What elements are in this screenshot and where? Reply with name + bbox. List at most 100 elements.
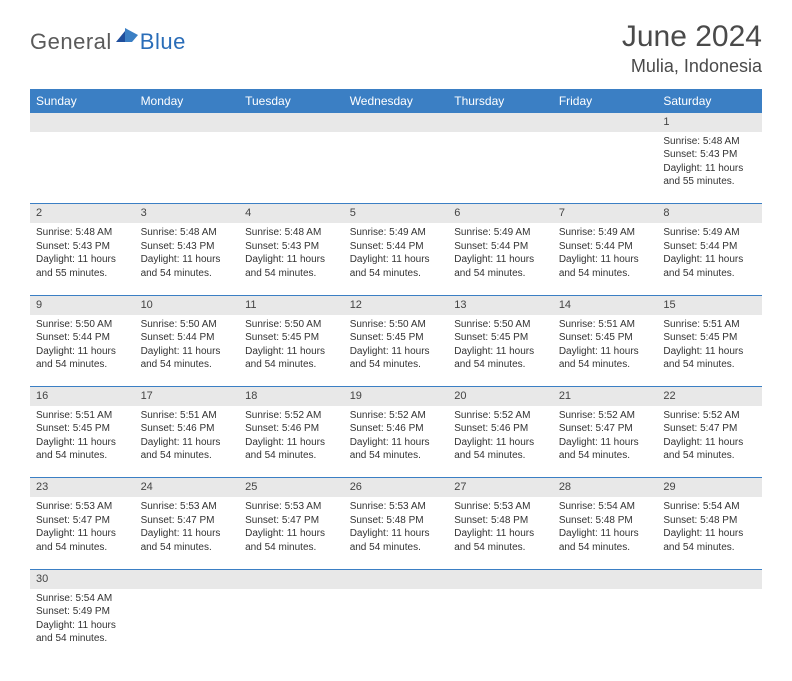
day-header: Monday (135, 89, 240, 113)
day-number-cell: 19 (344, 387, 449, 406)
sunset-text: Sunset: 5:45 PM (350, 331, 443, 345)
sunset-text: Sunset: 5:45 PM (663, 331, 756, 345)
day-cell: Sunrise: 5:51 AMSunset: 5:45 PMDaylight:… (30, 406, 135, 478)
daylight-text: Daylight: 11 hours and 54 minutes. (454, 345, 547, 372)
day-cell (448, 132, 553, 204)
day-cell: Sunrise: 5:53 AMSunset: 5:48 PMDaylight:… (344, 497, 449, 569)
daylight-text: Daylight: 11 hours and 54 minutes. (663, 345, 756, 372)
day-number-cell: 7 (553, 204, 658, 223)
sunrise-text: Sunrise: 5:48 AM (141, 226, 234, 240)
daylight-text: Daylight: 11 hours and 54 minutes. (245, 527, 338, 554)
day-cell: Sunrise: 5:49 AMSunset: 5:44 PMDaylight:… (553, 223, 658, 295)
sunrise-text: Sunrise: 5:53 AM (350, 500, 443, 514)
day-number-cell: 22 (657, 387, 762, 406)
daylight-text: Daylight: 11 hours and 54 minutes. (245, 436, 338, 463)
day-number-cell: 2 (30, 204, 135, 223)
sunrise-text: Sunrise: 5:50 AM (141, 318, 234, 332)
day-number-cell: 23 (30, 478, 135, 497)
sunset-text: Sunset: 5:48 PM (454, 514, 547, 528)
daynum-row: 16171819202122 (30, 387, 762, 406)
sunset-text: Sunset: 5:47 PM (663, 422, 756, 436)
week-row: Sunrise: 5:48 AMSunset: 5:43 PMDaylight:… (30, 223, 762, 295)
week-row: Sunrise: 5:53 AMSunset: 5:47 PMDaylight:… (30, 497, 762, 569)
daylight-text: Daylight: 11 hours and 54 minutes. (663, 253, 756, 280)
day-number-cell: 12 (344, 295, 449, 314)
day-number-cell: 4 (239, 204, 344, 223)
sunrise-text: Sunrise: 5:50 AM (245, 318, 338, 332)
sunset-text: Sunset: 5:44 PM (350, 240, 443, 254)
day-cell: Sunrise: 5:52 AMSunset: 5:47 PMDaylight:… (657, 406, 762, 478)
sunset-text: Sunset: 5:46 PM (350, 422, 443, 436)
daylight-text: Daylight: 11 hours and 54 minutes. (141, 436, 234, 463)
day-number-cell (344, 113, 449, 132)
daylight-text: Daylight: 11 hours and 54 minutes. (454, 436, 547, 463)
day-cell: Sunrise: 5:48 AMSunset: 5:43 PMDaylight:… (239, 223, 344, 295)
day-number-cell: 3 (135, 204, 240, 223)
day-cell: Sunrise: 5:48 AMSunset: 5:43 PMDaylight:… (657, 132, 762, 204)
day-cell: Sunrise: 5:53 AMSunset: 5:47 PMDaylight:… (135, 497, 240, 569)
day-cell (239, 589, 344, 661)
sunset-text: Sunset: 5:48 PM (350, 514, 443, 528)
location: Mulia, Indonesia (622, 56, 762, 77)
day-number-cell: 14 (553, 295, 658, 314)
sunset-text: Sunset: 5:43 PM (141, 240, 234, 254)
day-cell: Sunrise: 5:54 AMSunset: 5:49 PMDaylight:… (30, 589, 135, 661)
daylight-text: Daylight: 11 hours and 54 minutes. (36, 436, 129, 463)
logo: General Blue (30, 28, 186, 55)
sunrise-text: Sunrise: 5:53 AM (141, 500, 234, 514)
daylight-text: Daylight: 11 hours and 54 minutes. (454, 253, 547, 280)
sunrise-text: Sunrise: 5:49 AM (663, 226, 756, 240)
sunset-text: Sunset: 5:45 PM (454, 331, 547, 345)
sunrise-text: Sunrise: 5:52 AM (663, 409, 756, 423)
day-number-cell (448, 569, 553, 588)
daynum-row: 2345678 (30, 204, 762, 223)
day-cell: Sunrise: 5:54 AMSunset: 5:48 PMDaylight:… (657, 497, 762, 569)
sunrise-text: Sunrise: 5:51 AM (36, 409, 129, 423)
daylight-text: Daylight: 11 hours and 54 minutes. (245, 253, 338, 280)
day-number-cell: 27 (448, 478, 553, 497)
day-cell: Sunrise: 5:50 AMSunset: 5:44 PMDaylight:… (30, 315, 135, 387)
day-number-cell: 10 (135, 295, 240, 314)
day-cell (135, 132, 240, 204)
day-cell: Sunrise: 5:52 AMSunset: 5:46 PMDaylight:… (344, 406, 449, 478)
day-cell: Sunrise: 5:51 AMSunset: 5:45 PMDaylight:… (553, 315, 658, 387)
daynum-row: 1 (30, 113, 762, 132)
day-header: Saturday (657, 89, 762, 113)
sunrise-text: Sunrise: 5:52 AM (245, 409, 338, 423)
daynum-row: 30 (30, 569, 762, 588)
day-number-cell (657, 569, 762, 588)
day-number-cell (448, 113, 553, 132)
day-cell (553, 132, 658, 204)
day-number-cell (30, 113, 135, 132)
sunset-text: Sunset: 5:45 PM (245, 331, 338, 345)
sunrise-text: Sunrise: 5:53 AM (454, 500, 547, 514)
week-row: Sunrise: 5:54 AMSunset: 5:49 PMDaylight:… (30, 589, 762, 661)
day-number-cell: 28 (553, 478, 658, 497)
week-row: Sunrise: 5:48 AMSunset: 5:43 PMDaylight:… (30, 132, 762, 204)
sunset-text: Sunset: 5:43 PM (245, 240, 338, 254)
day-cell: Sunrise: 5:50 AMSunset: 5:44 PMDaylight:… (135, 315, 240, 387)
sunset-text: Sunset: 5:43 PM (663, 148, 756, 162)
day-number-cell: 18 (239, 387, 344, 406)
sunrise-text: Sunrise: 5:48 AM (663, 135, 756, 149)
daylight-text: Daylight: 11 hours and 54 minutes. (559, 345, 652, 372)
sunset-text: Sunset: 5:43 PM (36, 240, 129, 254)
header: General Blue June 2024 Mulia, Indonesia (30, 20, 762, 77)
day-number-cell: 16 (30, 387, 135, 406)
month-title: June 2024 (622, 20, 762, 54)
sunset-text: Sunset: 5:44 PM (559, 240, 652, 254)
day-number-cell: 30 (30, 569, 135, 588)
daylight-text: Daylight: 11 hours and 54 minutes. (559, 527, 652, 554)
sunset-text: Sunset: 5:45 PM (559, 331, 652, 345)
sunset-text: Sunset: 5:46 PM (454, 422, 547, 436)
week-row: Sunrise: 5:50 AMSunset: 5:44 PMDaylight:… (30, 315, 762, 387)
sunrise-text: Sunrise: 5:53 AM (36, 500, 129, 514)
sunrise-text: Sunrise: 5:54 AM (559, 500, 652, 514)
day-number-cell: 6 (448, 204, 553, 223)
day-cell (344, 132, 449, 204)
sunrise-text: Sunrise: 5:50 AM (36, 318, 129, 332)
day-cell: Sunrise: 5:53 AMSunset: 5:47 PMDaylight:… (239, 497, 344, 569)
daynum-row: 23242526272829 (30, 478, 762, 497)
daylight-text: Daylight: 11 hours and 54 minutes. (141, 527, 234, 554)
day-cell (30, 132, 135, 204)
